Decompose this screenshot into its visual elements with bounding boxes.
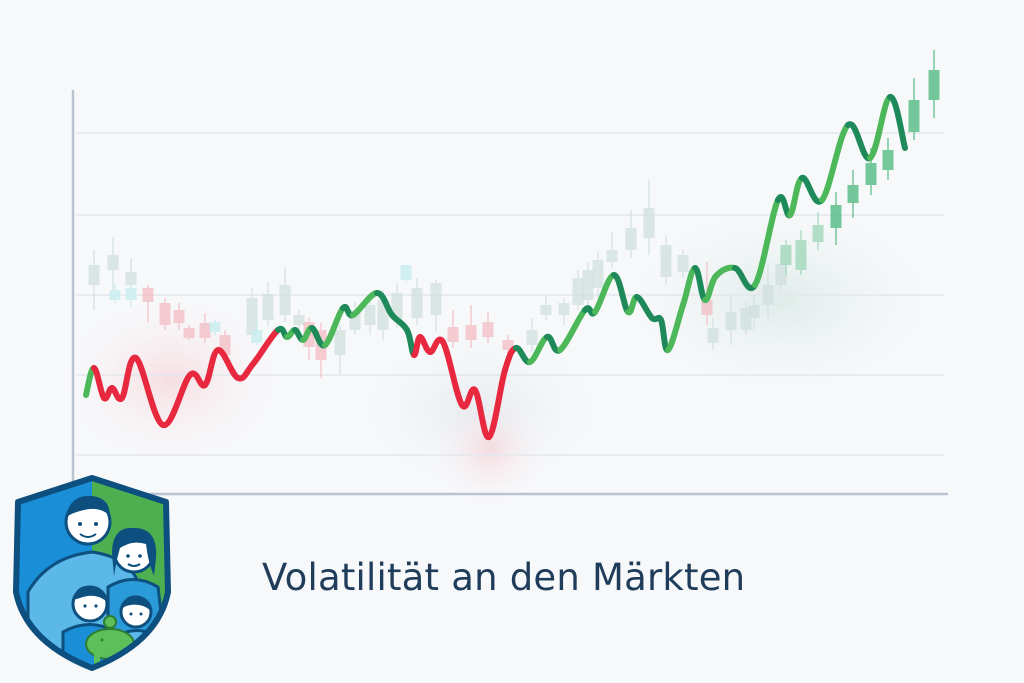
price-line-segment: [160, 372, 193, 428]
candlestick: [334, 325, 346, 375]
candlestick: [364, 298, 376, 335]
candlestick: [400, 265, 412, 282]
candlestick: [107, 237, 119, 290]
candlestick: [748, 295, 760, 330]
shield-icon: [13, 475, 171, 671]
candlestick: [882, 138, 894, 180]
candlestick: [928, 50, 940, 118]
candlestick: [159, 298, 171, 330]
candlestick: [199, 313, 211, 343]
candlestick: [572, 270, 584, 310]
candlestick: [142, 285, 154, 322]
candlestick: [592, 252, 604, 298]
candlestick: [780, 240, 792, 275]
chart-title: Volatilität an den Märkten: [262, 556, 746, 599]
candlestick: [262, 282, 274, 327]
candlestick: [582, 262, 594, 305]
candlestick: [558, 298, 570, 325]
candlestick: [88, 250, 100, 310]
candlestick: [251, 322, 263, 345]
candlestick: [677, 250, 689, 278]
price-line-segment: [440, 339, 465, 408]
candlestick: [279, 267, 291, 322]
gridlines: [76, 132, 944, 456]
candlestick: [183, 325, 195, 340]
candlestick: [606, 232, 618, 268]
price-line-segment: [887, 93, 908, 151]
candlestick: [526, 318, 538, 352]
candlestick: [349, 302, 361, 335]
candlestick: [908, 78, 920, 140]
candlestick: [725, 296, 737, 345]
candlestick: [447, 310, 459, 348]
candlestick: [293, 310, 305, 330]
candlestick: [847, 170, 859, 218]
candlestick: [209, 320, 221, 335]
candlestick: [465, 305, 477, 348]
candlestick: [812, 212, 824, 250]
candlestick: [430, 280, 442, 332]
candlestick: [173, 303, 185, 330]
candlestick: [762, 265, 774, 318]
price-line-segment: [133, 355, 166, 428]
price-line-segment: [845, 121, 873, 162]
price-line: [83, 93, 908, 441]
candlestick: [643, 180, 655, 255]
candlestick: [707, 318, 719, 350]
candlestick: [540, 295, 552, 320]
candlestick: [502, 335, 514, 355]
candlestick: [830, 192, 842, 245]
candlestick: [740, 302, 752, 335]
candlestick: [482, 312, 494, 343]
candlestick: [125, 286, 137, 307]
family-shield-logo: [8, 472, 176, 672]
price-line-segment: [752, 197, 781, 288]
candlestick: [109, 283, 121, 303]
candlestick: [625, 210, 637, 258]
price-line-segment: [867, 94, 893, 161]
candlestick: [660, 236, 672, 285]
price-line-segment: [486, 367, 508, 440]
candlesticks: [88, 50, 940, 378]
price-line-segment: [819, 122, 851, 203]
candlestick: [795, 230, 807, 275]
price-line-segment: [665, 302, 686, 353]
candlestick: [411, 278, 423, 325]
